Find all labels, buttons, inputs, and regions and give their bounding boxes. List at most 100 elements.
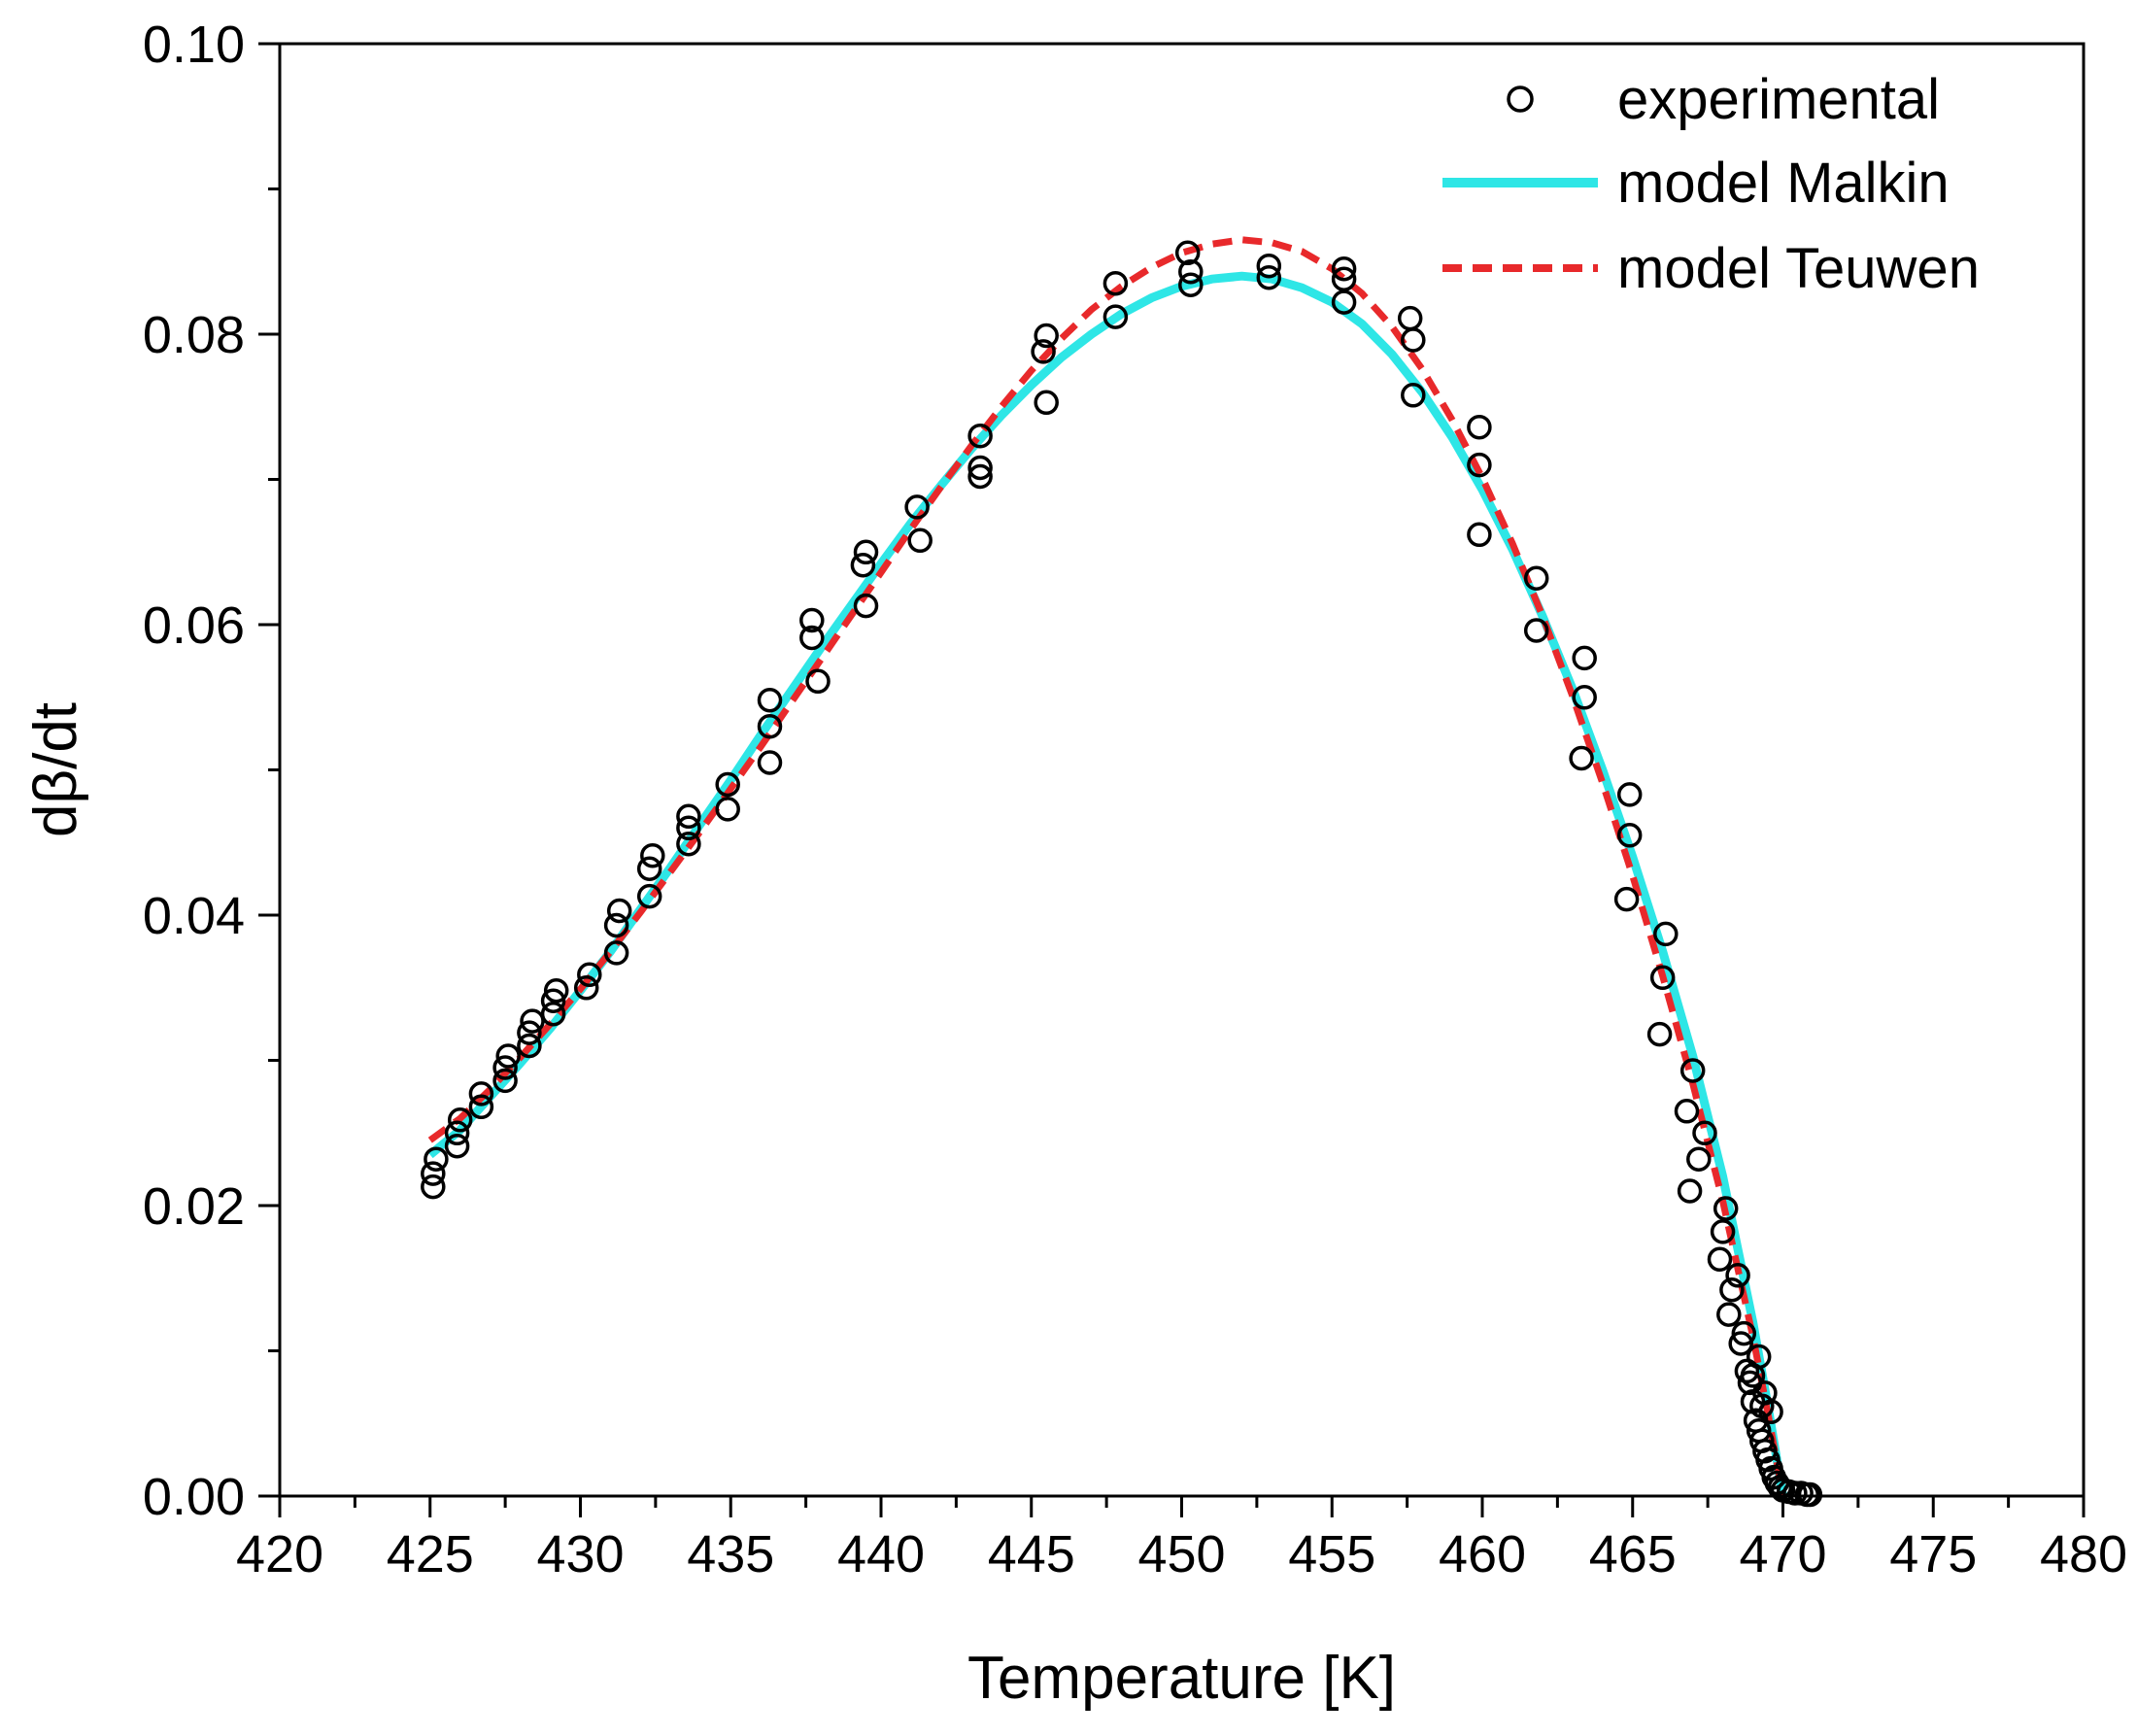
experimental-point: [421, 1161, 446, 1186]
model-teuwen-line: [427, 236, 1786, 1497]
x-tick-label: 440: [837, 1525, 925, 1583]
experimental-point: [1616, 782, 1643, 807]
x-tick-label: 455: [1288, 1525, 1375, 1583]
ticks-layer: [258, 42, 2086, 1517]
experimental-point: [850, 552, 876, 578]
y-axis-title: dβ/dt: [22, 702, 89, 837]
experimental-point: [424, 1146, 449, 1172]
experimental-point: [492, 1068, 518, 1094]
y-tick-label: 0.08: [143, 306, 245, 364]
experimental-point: [676, 815, 701, 841]
experimental-point: [1572, 645, 1597, 671]
y-tick-label: 0.10: [143, 16, 245, 74]
experimental-point: [1707, 1246, 1733, 1273]
x-tick-label: 460: [1439, 1525, 1526, 1583]
experimental-point: [1178, 272, 1204, 297]
experimental-point: [1752, 1380, 1778, 1406]
experimental-point: [540, 1001, 566, 1027]
experimental-point: [1686, 1146, 1712, 1172]
experimental-point: [421, 1174, 446, 1200]
experimental-point: [640, 842, 665, 868]
experimental-point: [468, 1094, 494, 1120]
experimental-point: [1649, 965, 1676, 991]
experimental-point: [967, 455, 993, 481]
experimental-point: [1331, 289, 1357, 315]
experimental-point: [1034, 323, 1059, 349]
x-axis-title: Temperature [K]: [967, 1645, 1396, 1712]
experimental-point: [1256, 264, 1282, 290]
experimental-point: [540, 988, 566, 1013]
experimental-point: [1719, 1276, 1745, 1303]
experimental-point: [1401, 383, 1426, 408]
experimental-point: [606, 898, 632, 924]
x-tick-label: 480: [2040, 1525, 2127, 1583]
experimental-point: [853, 539, 879, 565]
y-tick-label: 0.00: [143, 1468, 245, 1526]
experimental-point: [757, 750, 783, 775]
experimental-point: [495, 1043, 521, 1069]
experimental-point: [1102, 270, 1129, 296]
x-tick-label: 420: [236, 1525, 323, 1583]
experimental-point: [757, 713, 783, 739]
experimental-point: [573, 975, 599, 1001]
experimental-point: [636, 883, 662, 909]
experimental-point: [1467, 414, 1492, 440]
legend: experimental model Malkin model Teuwen: [1442, 68, 1980, 300]
experimental-point: [1716, 1302, 1742, 1327]
experimental-point: [1731, 1320, 1757, 1346]
experimental-point: [520, 1008, 545, 1034]
experimental-point: [1710, 1219, 1736, 1244]
tick-labels-layer: 420 425 430 435 440 445 450 455 460 465 470 475 480 0…: [143, 16, 2127, 1583]
experimental-point: [904, 494, 930, 520]
experimental-point: [1679, 1058, 1706, 1083]
experimental-point: [907, 528, 933, 554]
experimental-point: [1034, 390, 1059, 416]
experimental-point: [715, 797, 740, 822]
experimental-point: [1725, 1263, 1750, 1288]
experimental-point: [636, 856, 662, 881]
x-tick-label: 465: [1589, 1525, 1677, 1583]
experimental-point: [1523, 565, 1549, 591]
experimental-point: [1467, 522, 1492, 548]
y-tick-label: 0.04: [143, 887, 245, 945]
x-tick-label: 475: [1889, 1525, 1977, 1583]
y-tick-label: 0.06: [143, 596, 245, 655]
experimental-point: [1572, 685, 1597, 710]
experimental-point: [603, 940, 629, 966]
experimental-point: [676, 831, 701, 857]
x-tick-label: 445: [988, 1525, 1075, 1583]
legend-label-experimental: experimental: [1617, 68, 1940, 131]
experimental-point: [805, 668, 831, 695]
experimental-point: [1613, 886, 1640, 912]
legend-label-malkin: model Malkin: [1617, 152, 1950, 215]
experimental-point: [1728, 1331, 1753, 1356]
x-tick-label: 425: [387, 1525, 474, 1583]
experimental-point: [517, 1033, 542, 1059]
experimental-point: [799, 607, 825, 633]
experimental-point: [1740, 1363, 1766, 1388]
x-tick-label: 450: [1137, 1525, 1225, 1583]
experimental-point: [967, 463, 993, 490]
experimental-point: [1256, 253, 1282, 279]
points-layer: [421, 240, 1823, 1508]
x-tick-label: 430: [536, 1525, 624, 1583]
experimental-point: [1569, 745, 1594, 771]
experimental-point: [1646, 1021, 1673, 1047]
y-tick-label: 0.02: [143, 1177, 245, 1236]
experimental-point: [715, 771, 740, 798]
experimental-point: [1674, 1099, 1700, 1124]
experimental-point: [492, 1055, 518, 1080]
experimental-point: [1397, 305, 1423, 331]
experimental-point: [1653, 921, 1679, 947]
experimental-point: [799, 625, 825, 651]
legend-label-teuwen: model Teuwen: [1617, 237, 1980, 300]
legend-marker-experimental: [1507, 85, 1534, 113]
experimental-point: [1174, 240, 1201, 266]
experimental-point: [1031, 339, 1056, 364]
experimental-point: [1677, 1178, 1703, 1204]
experimental-point: [1331, 266, 1357, 291]
experimental-point: [603, 912, 629, 938]
experimental-point: [1734, 1358, 1760, 1384]
experimental-point: [1331, 255, 1357, 282]
